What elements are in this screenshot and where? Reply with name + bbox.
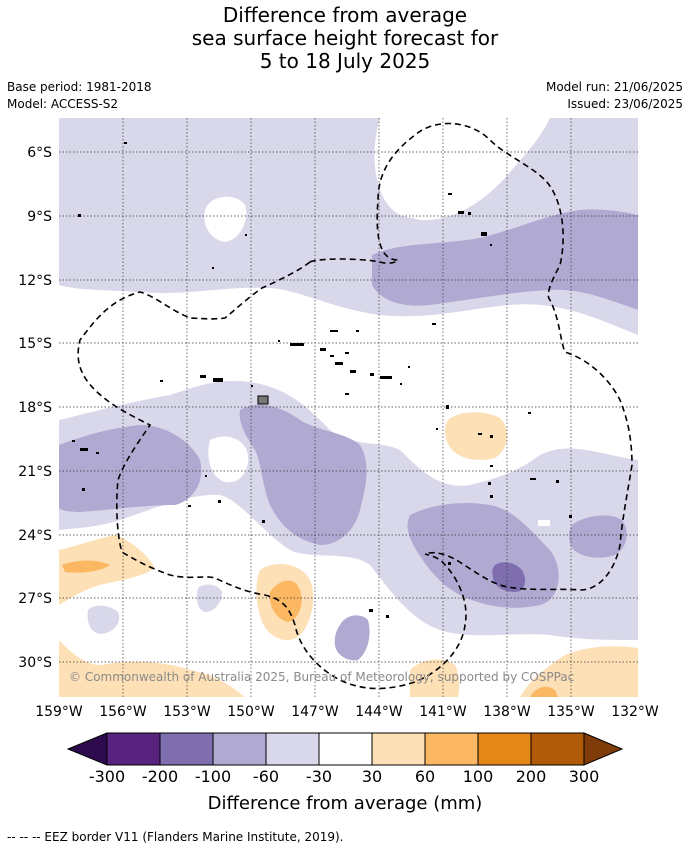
anomaly-region-east-medium-2 (569, 515, 627, 558)
colorbar-tick-label: -60 (253, 767, 279, 786)
base-period: Base period: 1981-2018 (7, 80, 152, 94)
anomaly-positive-west-core (62, 560, 110, 573)
colorbar-tick-label: -30 (306, 767, 332, 786)
colorbar-tick-label: 200 (516, 767, 547, 786)
lat-label: 27°S (18, 591, 52, 607)
lon-label: 150°W (227, 704, 275, 720)
colorbar-bin (265, 732, 320, 766)
title-line-2: sea surface height forecast for (191, 26, 499, 50)
lat-label: 6°S (27, 145, 52, 161)
eez-legend-note: -- -- -- EEZ border V11 (Flanders Marine… (7, 830, 344, 844)
lon-label: 156°W (99, 704, 147, 720)
colorbar-tick-label: 100 (463, 767, 494, 786)
anomaly-patch-small-1 (196, 584, 222, 612)
islands (72, 142, 572, 618)
anomaly-positive-west (59, 535, 155, 605)
colorbar-bin (424, 732, 479, 766)
lon-label: 138°W (483, 704, 531, 720)
colorbar-tick-label: -300 (89, 767, 125, 786)
lon-label: 144°W (355, 704, 403, 720)
lat-label: 30°S (18, 655, 52, 671)
lat-label: 15°S (18, 336, 52, 352)
anomaly-region-north-medium (372, 209, 638, 310)
colorbar-tick-label: 300 (569, 767, 600, 786)
anomaly-positive-east (444, 412, 508, 460)
lon-label: 159°W (35, 704, 83, 720)
colorbar-bin (371, 732, 426, 766)
anomaly-region-south-medium (334, 615, 370, 661)
meta-right: Model run: 21/06/2025 Issued: 23/06/2025 (546, 79, 683, 113)
colorbar-bin (477, 732, 532, 766)
lat-label: 21°S (18, 464, 52, 480)
colorbar-bin (159, 732, 214, 766)
lon-axis: 159°W 156°W 153°W 150°W 147°W 144°W 141°… (35, 704, 659, 720)
lat-label: 12°S (18, 273, 52, 289)
anomaly-positive-center-core (269, 580, 302, 622)
title-line-1: Difference from average (222, 3, 468, 27)
eez-border (77, 122, 633, 690)
colorbar-labels: -300 -200 -100 -60 -30 30 60 100 200 300 (89, 767, 599, 786)
colorbar (66, 732, 624, 766)
lon-label: 147°W (291, 704, 339, 720)
lat-label: 18°S (18, 400, 52, 416)
anomaly-patch-small-2 (87, 605, 120, 634)
lon-label: 135°W (547, 704, 595, 720)
anomaly-positive-south-west (59, 640, 245, 697)
model-run: Model run: 21/06/2025 (545, 80, 683, 94)
lat-label: 24°S (18, 528, 52, 544)
colorbar-bin (318, 732, 373, 766)
colorbar-bin (212, 732, 267, 766)
colorbar-bin (530, 732, 585, 766)
colorbar-bin (106, 732, 161, 766)
anomaly-region-center-medium (239, 404, 367, 545)
title-line-3: 5 to 18 July 2025 (259, 49, 431, 73)
anomaly-region-west-medium (59, 425, 202, 512)
copyright-notice: © Commonwealth of Australia 2025, Bureau… (69, 670, 574, 684)
colorbar-tick-label: 60 (415, 767, 435, 786)
colorbar-tick-label: -100 (195, 767, 231, 786)
meta-left: Base period: 1981-2018 Model: ACCESS-S2 (7, 79, 152, 113)
anomaly-hole-north (204, 196, 247, 242)
map-title: Difference from average sea surface heig… (0, 4, 690, 73)
colorbar-extend-low (66, 732, 108, 766)
lon-label: 132°W (611, 704, 659, 720)
lon-label: 153°W (163, 704, 211, 720)
colorbar-tick-label: -200 (142, 767, 178, 786)
colorbar-extend-high (583, 732, 624, 766)
lat-axis: 6°S 9°S 12°S 15°S 18°S 21°S 24°S 27°S 30… (18, 145, 52, 671)
lon-label: 141°W (419, 704, 467, 720)
anomaly-hole-northeast (375, 118, 550, 221)
anomaly-positive-south-center (410, 659, 460, 697)
colorbar-tick-label: 30 (362, 767, 382, 786)
issued-date: Issued: 23/06/2025 (567, 97, 683, 111)
map-plot: © Commonwealth of Australia 2025, Bureau… (59, 118, 638, 697)
model-name: Model: ACCESS-S2 (7, 97, 119, 111)
colorbar-title: Difference from average (mm) (208, 793, 483, 814)
anomaly-positive-south-east (520, 646, 638, 697)
lat-label: 9°S (27, 209, 52, 225)
anomaly-positive-south-east-core (530, 686, 558, 697)
